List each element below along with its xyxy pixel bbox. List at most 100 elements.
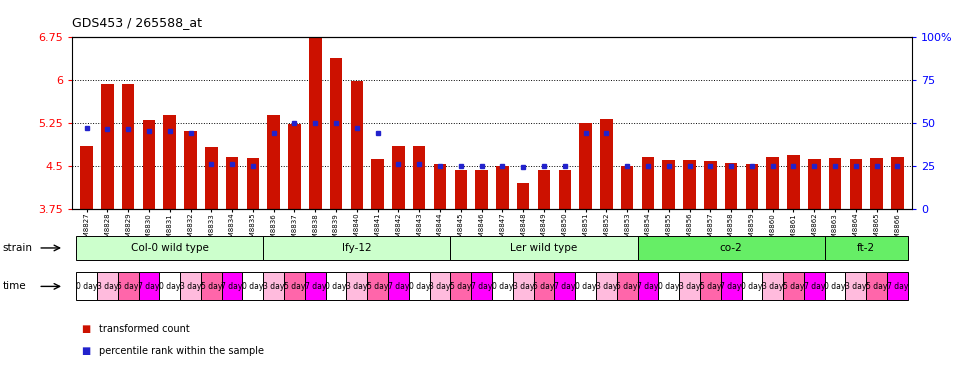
Bar	[184, 131, 197, 209]
Bar	[430, 272, 450, 300]
Bar	[579, 123, 591, 209]
Bar	[600, 119, 612, 209]
Text: 3 day: 3 day	[762, 282, 783, 291]
Bar	[741, 272, 762, 300]
Bar	[350, 81, 363, 209]
Text: 0 day: 0 day	[76, 282, 97, 291]
Bar	[641, 157, 654, 209]
Bar	[413, 146, 425, 209]
Text: GDS453 / 265588_at: GDS453 / 265588_at	[72, 16, 202, 29]
Bar	[163, 115, 176, 209]
Bar	[725, 163, 737, 209]
Bar	[492, 272, 513, 300]
Bar	[455, 169, 468, 209]
Bar	[159, 272, 180, 300]
Text: 3 day: 3 day	[180, 282, 202, 291]
Bar	[637, 272, 659, 300]
Text: 0 day: 0 day	[741, 282, 762, 291]
Bar	[393, 146, 405, 209]
Text: 3 day: 3 day	[347, 282, 368, 291]
Bar	[284, 272, 305, 300]
Bar	[534, 272, 554, 300]
Bar	[263, 236, 450, 260]
Text: ■: ■	[82, 346, 91, 356]
Text: 7 day: 7 day	[720, 282, 742, 291]
Bar	[538, 169, 550, 209]
Text: 7 day: 7 day	[138, 282, 159, 291]
Bar	[305, 272, 325, 300]
Bar	[662, 160, 675, 209]
Bar	[621, 165, 634, 209]
Bar	[205, 147, 218, 209]
Bar	[783, 272, 804, 300]
Bar	[804, 272, 825, 300]
Text: 3 day: 3 day	[263, 282, 284, 291]
Bar	[118, 272, 138, 300]
Bar	[637, 236, 825, 260]
Text: ■: ■	[82, 324, 91, 335]
Bar	[787, 155, 800, 209]
Bar	[516, 183, 529, 209]
Text: 5 day: 5 day	[450, 282, 471, 291]
Bar	[871, 158, 883, 209]
Text: 3 day: 3 day	[595, 282, 617, 291]
Bar	[450, 272, 471, 300]
Text: 5 day: 5 day	[782, 282, 804, 291]
Text: 5 day: 5 day	[117, 282, 139, 291]
Text: 0 day: 0 day	[492, 282, 513, 291]
Text: 5 day: 5 day	[367, 282, 389, 291]
Bar	[659, 272, 679, 300]
Bar	[846, 272, 866, 300]
Bar	[81, 146, 93, 209]
Bar	[247, 158, 259, 209]
Bar	[700, 272, 721, 300]
Bar	[746, 164, 758, 209]
Bar	[704, 161, 716, 209]
Bar	[850, 159, 862, 209]
Text: 5 day: 5 day	[700, 282, 721, 291]
Bar	[409, 272, 430, 300]
Text: 5 day: 5 day	[616, 282, 637, 291]
Bar	[263, 272, 284, 300]
Bar	[559, 169, 571, 209]
Text: 5 day: 5 day	[534, 282, 555, 291]
Bar	[268, 115, 280, 209]
Text: 5 day: 5 day	[866, 282, 887, 291]
Bar	[684, 160, 696, 209]
Bar	[368, 272, 388, 300]
Bar	[762, 272, 783, 300]
Bar	[808, 159, 821, 209]
Text: 5 day: 5 day	[284, 282, 305, 291]
Bar	[475, 169, 488, 209]
Text: 7 day: 7 day	[887, 282, 908, 291]
Bar	[309, 38, 322, 209]
Bar	[679, 272, 700, 300]
Bar	[575, 272, 596, 300]
Bar	[372, 159, 384, 209]
Text: strain: strain	[3, 243, 33, 253]
Text: time: time	[3, 281, 27, 291]
Text: ft-2: ft-2	[857, 243, 876, 253]
Text: 7 day: 7 day	[471, 282, 492, 291]
Bar	[887, 272, 908, 300]
Bar	[97, 272, 118, 300]
Bar	[201, 272, 222, 300]
Bar	[76, 236, 263, 260]
Text: 3 day: 3 day	[429, 282, 450, 291]
Text: co-2: co-2	[720, 243, 742, 253]
Bar	[825, 236, 908, 260]
Bar	[226, 157, 238, 209]
Bar	[143, 120, 156, 209]
Text: 7 day: 7 day	[637, 282, 659, 291]
Bar	[496, 165, 509, 209]
Bar	[866, 272, 887, 300]
Bar	[122, 83, 134, 209]
Bar	[388, 272, 409, 300]
Bar	[891, 157, 903, 209]
Bar	[554, 272, 575, 300]
Text: 3 day: 3 day	[679, 282, 700, 291]
Bar	[825, 272, 846, 300]
Text: 0 day: 0 day	[242, 282, 264, 291]
Bar	[766, 157, 779, 209]
Bar	[222, 272, 243, 300]
